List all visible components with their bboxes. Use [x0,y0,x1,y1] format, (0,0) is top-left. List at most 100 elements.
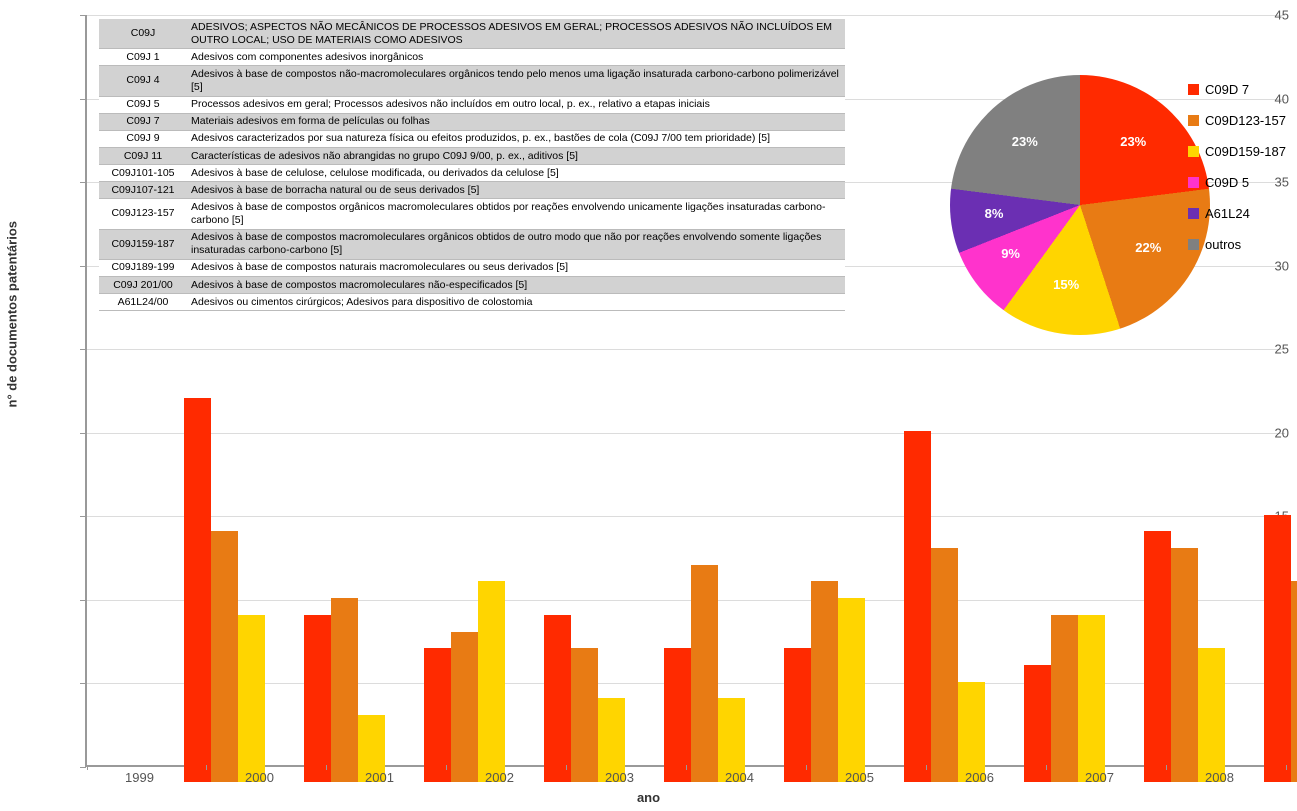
legend-item: C09D159-187 [1188,144,1286,159]
table-row: C09J159-187Adesivos à base de compostos … [99,229,845,259]
table-code-cell: C09J 1 [99,49,187,66]
table-desc-cell: Processos adesivos em geral; Processos a… [187,96,845,113]
table-row: C09J 1Adesivos com componentes adesivos … [99,49,845,66]
table-code-cell: C09J 11 [99,148,187,165]
table-code-cell: C09J [99,19,187,49]
x-tick: 2008 [1205,770,1234,785]
bar [664,648,691,782]
pie-slice-label: 15% [1053,277,1079,292]
legend-item: A61L24 [1188,206,1286,221]
legend-label: C09D123-157 [1205,113,1286,128]
table-desc-cell: ADESIVOS; ASPECTOS NÃO MECÂNICOS DE PROC… [187,19,845,49]
table-desc-cell: Adesivos à base de compostos macromolecu… [187,229,845,259]
pie-slice-label: 8% [985,206,1004,221]
bar [211,531,238,782]
table-row: C09J107-121Adesivos à base de borracha n… [99,182,845,199]
legend-label: outros [1205,237,1241,252]
bar [478,581,505,782]
legend-swatch [1188,239,1199,250]
x-tick: 2003 [605,770,634,785]
x-tick: 1999 [125,770,154,785]
bar [544,615,571,782]
table-code-cell: C09J 5 [99,96,187,113]
table-desc-cell: Adesivos à base de borracha natural ou d… [187,182,845,199]
table-code-cell: C09J189-199 [99,259,187,276]
bar [904,431,931,782]
bar [1171,548,1198,782]
bar [811,581,838,782]
table-code-cell: C09J159-187 [99,229,187,259]
table-code-cell: C09J107-121 [99,182,187,199]
chart-container: n° de documentos patentários ano 0510152… [0,0,1297,811]
bar [1144,531,1171,782]
legend-item: C09D 5 [1188,175,1286,190]
x-tick: 2007 [1085,770,1114,785]
bar [1024,665,1051,782]
x-tick: 2002 [485,770,514,785]
y-axis-label: n° de documentos patentários [5,221,20,408]
bar [958,682,985,782]
table-desc-cell: Adesivos à base de compostos macromolecu… [187,277,845,294]
table-row: C09J 11Características de adesivos não a… [99,148,845,165]
bar [784,648,811,782]
table-code-cell: C09J 9 [99,130,187,147]
table-code-cell: C09J101-105 [99,165,187,182]
bar [451,632,478,782]
bar [1051,615,1078,782]
table-row: C09J 4Adesivos à base de compostos não-m… [99,66,845,96]
table-row: C09J101-105Adesivos à base de celulose, … [99,165,845,182]
classification-table: C09JADESIVOS; ASPECTOS NÃO MECÂNICOS DE … [99,19,845,311]
table-desc-cell: Adesivos ou cimentos cirúrgicos; Adesivo… [187,294,845,311]
table-desc-cell: Adesivos caracterizados por sua natureza… [187,130,845,147]
pie-slice-label: 23% [1012,134,1038,149]
bar [424,648,451,782]
table-desc-cell: Materiais adesivos em forma de películas… [187,113,845,130]
table-row: C09J 7Materiais adesivos em forma de pel… [99,113,845,130]
bar [304,615,331,782]
table-desc-cell: Adesivos com componentes adesivos inorgâ… [187,49,845,66]
bar [1078,615,1105,782]
table-desc-cell: Adesivos à base de compostos não-macromo… [187,66,845,96]
bar [691,565,718,782]
table-code-cell: C09J 4 [99,66,187,96]
legend: C09D 7 C09D123-157 C09D159-187 C09D 5 A61L24… [1188,82,1286,268]
table-desc-cell: Adesivos à base de compostos orgânicos m… [187,199,845,229]
x-tick: 2006 [965,770,994,785]
x-tick: 2004 [725,770,754,785]
table-row: C09J 9Adesivos caracterizados por sua na… [99,130,845,147]
bar [1264,515,1291,782]
bar [238,615,265,782]
table-row: C09J189-199Adesivos à base de compostos … [99,259,845,276]
bar [838,598,865,782]
legend-item: C09D123-157 [1188,113,1286,128]
bar [1291,581,1297,782]
table-row: C09J 5Processos adesivos em geral; Proce… [99,96,845,113]
x-tick: 2005 [845,770,874,785]
table-code-cell: C09J123-157 [99,199,187,229]
x-tick: 2000 [245,770,274,785]
pie-chart: 23%22%15%9%8%23% [950,75,1210,335]
legend-item: C09D 7 [1188,82,1286,97]
table-row: C09JADESIVOS; ASPECTOS NÃO MECÂNICOS DE … [99,19,845,49]
legend-label: C09D 5 [1205,175,1249,190]
table-code-cell: A61L24/00 [99,294,187,311]
legend-swatch [1188,177,1199,188]
table-row: A61L24/00Adesivos ou cimentos cirúrgicos… [99,294,845,311]
legend-swatch [1188,146,1199,157]
pie-slice-label: 9% [1001,246,1020,261]
legend-label: C09D 7 [1205,82,1249,97]
table-desc-cell: Adesivos à base de compostos naturais ma… [187,259,845,276]
x-axis-label: ano [637,790,660,805]
legend-swatch [1188,84,1199,95]
table-code-cell: C09J 201/00 [99,277,187,294]
legend-item: outros [1188,237,1286,252]
bar [331,598,358,782]
bar [184,398,211,782]
table-code-cell: C09J 7 [99,113,187,130]
legend-label: A61L24 [1205,206,1250,221]
bar [571,648,598,782]
legend-label: C09D159-187 [1205,144,1286,159]
legend-swatch [1188,115,1199,126]
table-desc-cell: Adesivos à base de celulose, celulose mo… [187,165,845,182]
bar [1198,648,1225,782]
